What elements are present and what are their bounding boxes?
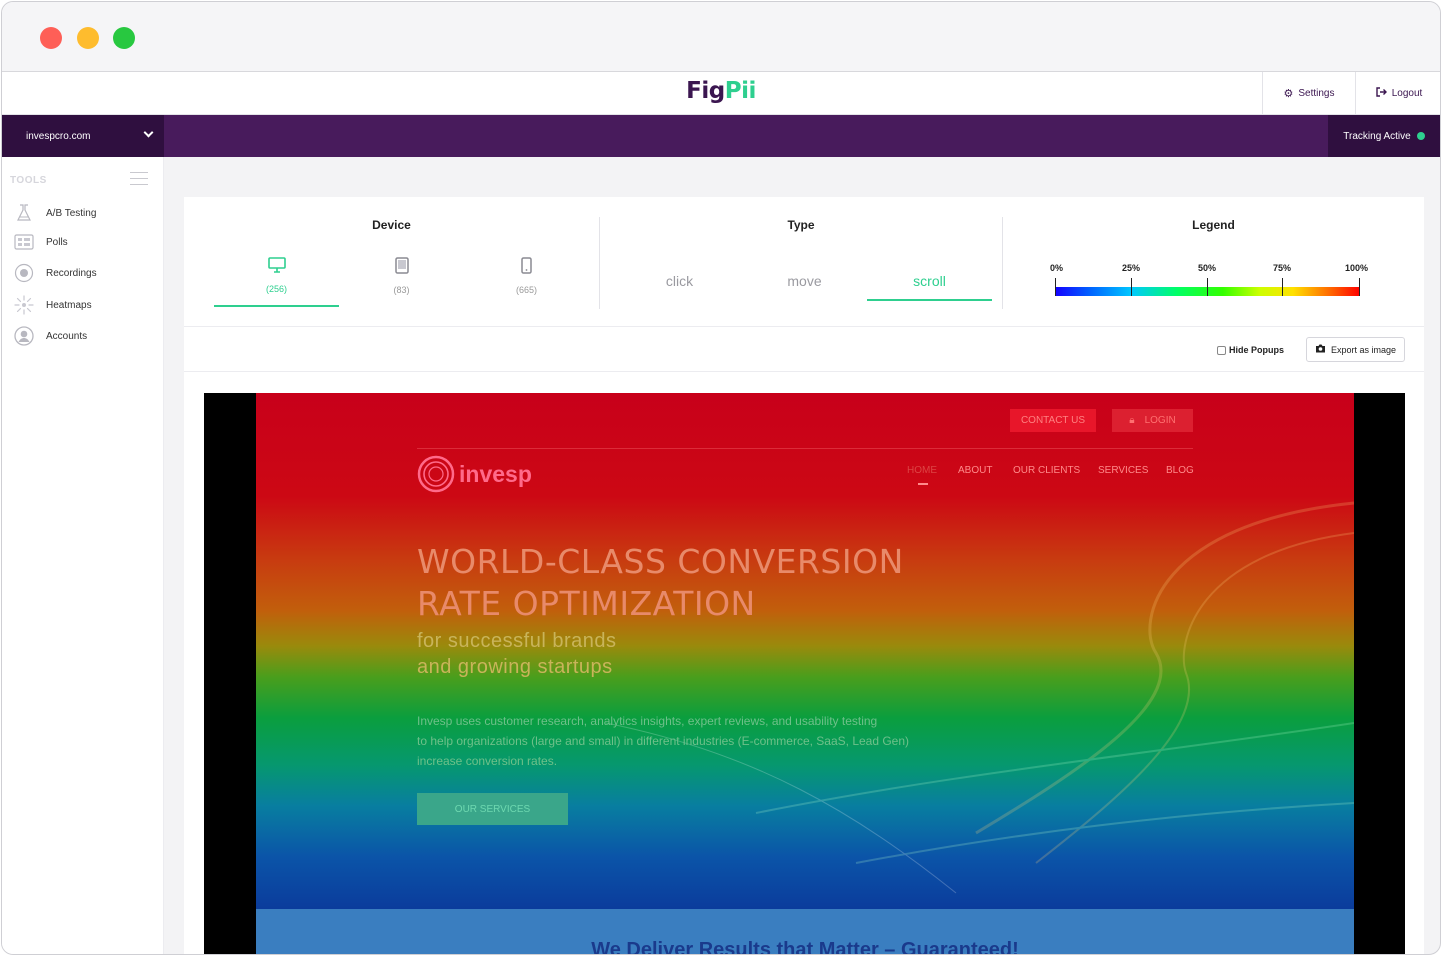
sidebar-section-label: TOOLS (10, 175, 47, 186)
sidebar-item-label: Heatmaps (46, 299, 92, 311)
tab-device-desktop[interactable]: (256) (214, 257, 339, 307)
city-roads-texture (605, 501, 1354, 894)
tab-type-move[interactable]: move (787, 273, 822, 289)
invesp-logo[interactable]: invesp (417, 455, 532, 493)
settings-label: Settings (1298, 87, 1335, 99)
minimize-window-button[interactable] (77, 27, 99, 49)
settings-button[interactable]: ⚙ Settings (1262, 72, 1355, 114)
lock-icon: 🔒︎ (1129, 415, 1135, 426)
camera-icon (1315, 344, 1326, 355)
type-title: Type (787, 218, 815, 232)
record-icon (14, 263, 34, 283)
top-header: FigPii ⚙ Settings Logout (2, 72, 1440, 115)
nav-active-indicator (918, 483, 928, 485)
results-title: We Deliver Results that Matter – Guarant… (591, 939, 1019, 955)
poll-icon (14, 232, 34, 252)
close-window-button[interactable] (40, 27, 62, 49)
heatmap-icon (14, 295, 34, 315)
device-section: Device (256) (83) (6 (184, 197, 599, 327)
sidebar-item-label: A/B Testing (46, 207, 97, 219)
preview-hero: CONTACT US 🔒︎ LOGIN invesp HOME ABOUT OU… (256, 393, 1354, 909)
sidebar-item-recordings[interactable]: Recordings (14, 262, 97, 284)
sidebar-item-heatmaps[interactable]: Heatmaps (14, 294, 92, 316)
site-selector-value: invespcro.com (26, 130, 91, 142)
legend-label: 100% (1345, 263, 1369, 273)
sidebar-item-label: Recordings (46, 267, 97, 279)
heatmap-controls: Hide Popups Export as image (184, 328, 1424, 372)
window-titlebar (2, 2, 1440, 72)
sidebar-item-label: Accounts (46, 330, 88, 342)
hero-body-text: Invesp uses customer research, analytics… (417, 714, 910, 768)
type-section: Type click move scroll (599, 217, 1002, 309)
filter-row: Device (256) (83) (6 (184, 197, 1424, 327)
flask-icon (14, 203, 34, 223)
site-selector-dropdown[interactable]: invespcro.com (2, 115, 164, 157)
legend-section: Legend 0% 25% 50% 75% 100% (1002, 217, 1424, 309)
hide-popups-checkbox[interactable] (1217, 345, 1226, 355)
contact-us-button[interactable]: CONTACT US (1010, 409, 1096, 432)
hero-subheadline: for successful brands and growing startu… (417, 630, 617, 678)
legend-label: 75% (1273, 263, 1292, 273)
gear-icon: ⚙ (1283, 87, 1294, 100)
export-image-button[interactable]: Export as image (1306, 337, 1405, 362)
login-label: LOGIN (1144, 415, 1176, 426)
hero-headline: WORLD-CLASS CONVERSION RATE OPTIMIZATION (417, 542, 904, 623)
tab-device-tablet[interactable]: (83) (339, 257, 464, 307)
logout-label: Logout (1391, 87, 1423, 99)
tracking-status: Tracking Active (1328, 115, 1440, 157)
nav-link-home[interactable]: HOME (907, 465, 937, 476)
desktop-icon (267, 257, 286, 277)
device-count: (256) (265, 284, 287, 294)
nav-link-services[interactable]: SERVICES (1098, 465, 1149, 476)
menu-icon[interactable] (130, 172, 148, 185)
login-button[interactable]: 🔒︎ LOGIN (1112, 409, 1193, 432)
tab-type-scroll[interactable]: scroll (867, 267, 992, 301)
nav-link-about[interactable]: ABOUT (958, 465, 993, 476)
header-divider (417, 448, 1193, 449)
export-label: Export as image (1330, 344, 1397, 355)
logout-icon (1376, 86, 1387, 100)
invesp-logo-icon (417, 455, 455, 493)
hide-popups-label: Hide Popups (1229, 345, 1285, 355)
hide-popups-toggle[interactable]: Hide Popups (1217, 345, 1284, 355)
heatmap-panel: Device (256) (83) (6 (184, 197, 1424, 955)
tab-type-click[interactable]: click (665, 273, 694, 289)
heatmap-canvas[interactable]: CONTACT US 🔒︎ LOGIN invesp HOME ABOUT OU… (204, 393, 1405, 955)
nav-link-blog[interactable]: BLOG (1166, 465, 1194, 476)
sidebar-item-ab-testing[interactable]: A/B Testing (14, 202, 96, 224)
chevron-down-icon (143, 127, 154, 138)
legend-label: 25% (1122, 263, 1141, 273)
legend-label: 50% (1198, 263, 1217, 273)
tablet-icon (394, 257, 409, 278)
tab-device-mobile[interactable]: (665) (464, 257, 589, 307)
status-dot-icon (1416, 132, 1425, 140)
sidebar-item-polls[interactable]: Polls (14, 231, 68, 253)
maximize-window-button[interactable] (113, 27, 135, 49)
legend-title: Legend (1192, 218, 1235, 232)
sidebar: TOOLS A/B Testing Polls Recordings Heatm… (2, 157, 164, 954)
nav-link-clients[interactable]: OUR CLIENTS (1013, 465, 1081, 476)
device-title: Device (372, 218, 411, 232)
results-band: We Deliver Results that Matter – Guarant… (256, 909, 1354, 955)
tracking-label: Tracking Active (1343, 130, 1411, 142)
our-services-button[interactable]: OUR SERVICES (417, 793, 568, 825)
legend-labels: 0% 25% 50% 75% 100% (1050, 263, 1368, 275)
device-count: (83) (393, 285, 410, 295)
logout-button[interactable]: Logout (1355, 72, 1440, 114)
page-preview: CONTACT US 🔒︎ LOGIN invesp HOME ABOUT OU… (256, 393, 1354, 955)
site-toolbar: invespcro.com Tracking Active (2, 115, 1440, 157)
mobile-icon (521, 257, 532, 278)
user-icon (14, 326, 34, 346)
legend-label: 0% (1050, 263, 1064, 273)
device-count: (665) (515, 285, 537, 295)
brand-name: invesp (459, 460, 532, 487)
sidebar-item-accounts[interactable]: Accounts (14, 325, 87, 347)
figpii-logo[interactable]: FigPii (686, 78, 756, 104)
sidebar-item-label: Polls (46, 236, 68, 248)
